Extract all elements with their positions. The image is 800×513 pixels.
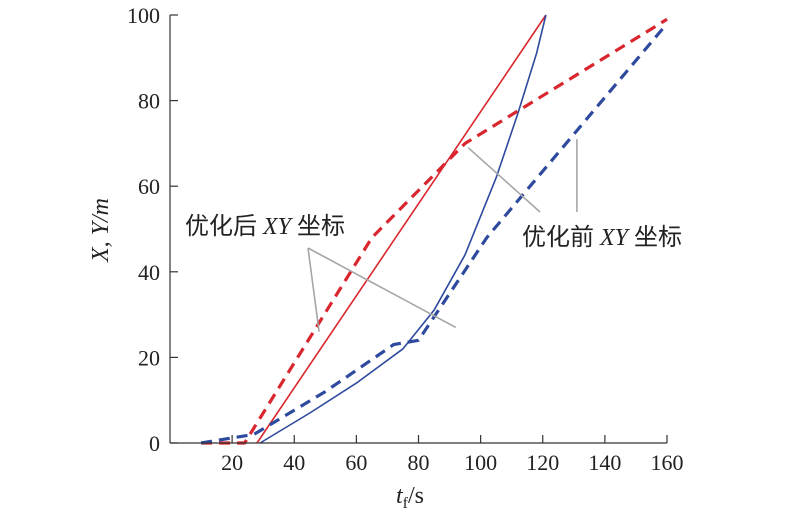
x-tick-label: 140 [588,450,621,475]
annotation-text-part: 优化后 [185,213,263,240]
annotation-text-part: 优化前 [522,224,600,251]
leader-line-after-blue [307,247,457,329]
x-tick-label: 60 [345,450,367,475]
x-tick-label: 80 [408,450,430,475]
y-tick-label: 60 [138,174,160,199]
y-tick-label: 0 [149,431,160,456]
x-label-sub: f [403,495,409,512]
y-tick-label: 40 [138,260,160,285]
annotation-after-optimization: 优化后 XY 坐标 [185,213,345,240]
series-line-pre-blue-dashed [200,22,669,445]
series-line-opt-red-solid [256,14,547,444]
x-tick-label: 120 [526,450,559,475]
leader-line-after-red [307,247,320,332]
annotation-leaders [307,139,578,332]
leader-line-before-red [467,147,541,213]
annotation-before-optimization: 优化前 XY 坐标 [522,224,682,251]
annotation-text-part: 坐标 [628,224,682,251]
annotation-text-part: 坐标 [291,213,345,240]
x-label-var: t [396,483,404,509]
x-tick-label: 20 [221,450,243,475]
y-axis-label: X, Y/m [88,198,114,263]
annotation-text-xy: XY [599,225,631,251]
x-tick-label: 40 [283,450,305,475]
y-tick-label: 20 [138,345,160,370]
y-tick-label: 100 [127,3,160,28]
x-tick-label: 100 [464,450,497,475]
x-axis-label: tf/s [396,483,424,512]
x-label-unit: /s [408,483,424,509]
y-tick-label: 80 [138,89,160,114]
x-tick-label: 160 [651,450,684,475]
annotation-text-xy: XY [262,214,294,240]
ticks: 0 20 40 60 80 100 20 40 60 80 100 120 140 160 [127,3,684,475]
series-line-opt-blue-solid [259,14,547,444]
